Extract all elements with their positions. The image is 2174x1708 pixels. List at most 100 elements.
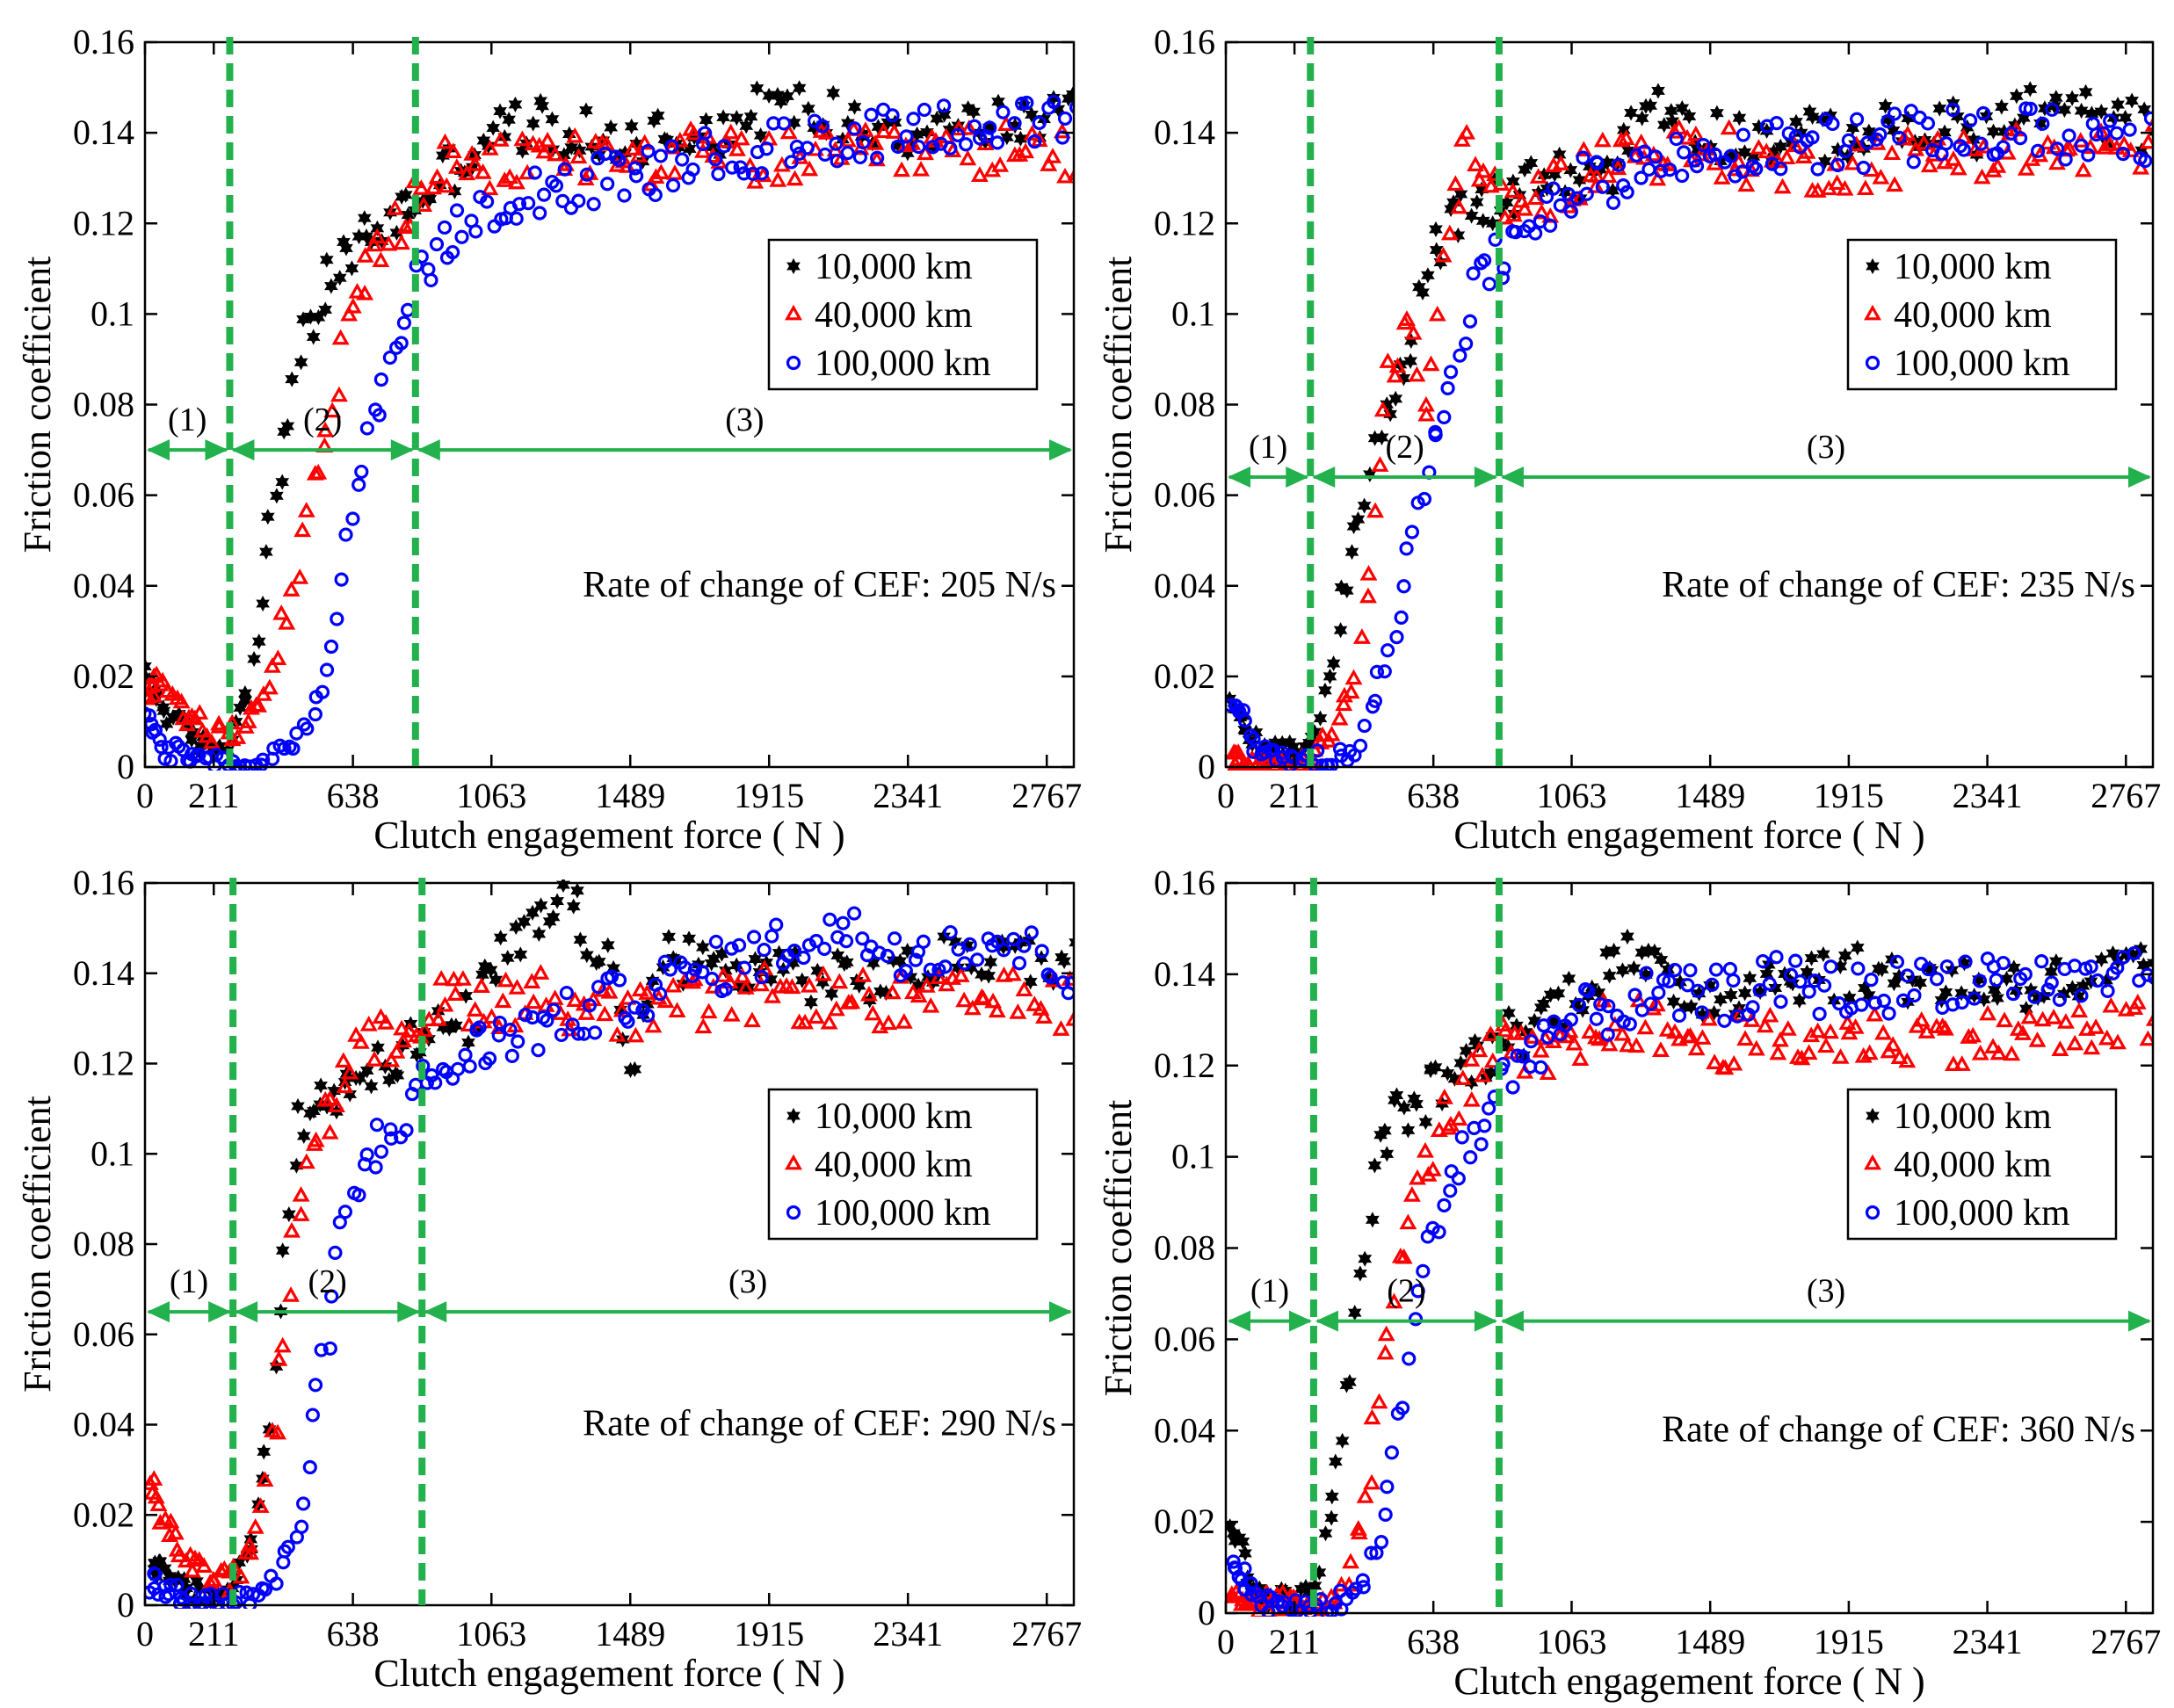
data-point xyxy=(631,981,649,997)
legend-box xyxy=(767,238,1039,391)
data-point xyxy=(1464,207,1479,224)
data-point xyxy=(874,122,893,139)
data-point xyxy=(1380,1146,1395,1162)
data-point xyxy=(566,127,584,143)
region-arrowhead xyxy=(1228,1310,1250,1332)
data-point xyxy=(269,649,287,665)
data-point xyxy=(1343,1373,1357,1390)
data-point xyxy=(2148,971,2153,985)
data-point xyxy=(1429,242,1444,258)
data-point xyxy=(1374,429,1389,445)
data-point xyxy=(666,164,684,180)
data-point xyxy=(429,1010,447,1026)
data-point xyxy=(1526,189,1545,206)
data-point xyxy=(1842,989,1857,1006)
data-point xyxy=(923,962,938,977)
data-point xyxy=(830,973,849,989)
data-point xyxy=(1745,1000,1760,1015)
data-point xyxy=(1648,943,1662,959)
y-tick-label: 0.08 xyxy=(73,1224,134,1263)
data-point xyxy=(1458,124,1476,140)
data-point xyxy=(1044,148,1062,163)
data-point xyxy=(239,713,257,728)
data-point xyxy=(1895,993,1911,1008)
x-tick-label: 211 xyxy=(188,1614,240,1654)
data-point xyxy=(359,1147,374,1162)
data-point xyxy=(1015,981,1033,997)
data-point xyxy=(1357,497,1372,514)
data-point xyxy=(820,1013,838,1030)
data-point xyxy=(151,1514,170,1530)
data-point xyxy=(1601,998,1616,1014)
data-point xyxy=(2034,954,2049,969)
data-point xyxy=(830,154,844,169)
data-point xyxy=(517,914,532,930)
x-tick-label: 638 xyxy=(1407,776,1460,815)
data-point xyxy=(1675,100,1690,117)
data-point xyxy=(1708,962,1724,977)
y-tick-label: 0.14 xyxy=(73,112,134,152)
data-point xyxy=(1397,1099,1411,1116)
data-point xyxy=(491,131,510,147)
legend-marker xyxy=(786,355,801,371)
data-point xyxy=(1804,950,1819,966)
data-point xyxy=(1920,156,1938,173)
data-point xyxy=(1335,695,1353,712)
data-point xyxy=(975,989,992,1006)
data-point xyxy=(204,1571,222,1588)
data-point xyxy=(297,1153,315,1169)
scatter-points xyxy=(1226,928,2153,1617)
data-point xyxy=(1587,177,1605,193)
region-arrowhead xyxy=(2128,1310,2151,1332)
data-point xyxy=(2139,1030,2153,1046)
data-point xyxy=(721,123,740,140)
y-tick-label: 0.06 xyxy=(73,1314,134,1354)
data-point xyxy=(2110,960,2125,975)
data-point xyxy=(1508,224,1523,240)
data-point xyxy=(579,947,594,964)
x-tick-label: 1063 xyxy=(456,1614,526,1654)
x-tick-label: 2767 xyxy=(2091,776,2161,815)
data-point xyxy=(1769,1044,1787,1060)
data-point xyxy=(1237,713,1252,728)
y-tick-label: 0.02 xyxy=(1154,1502,1215,1541)
data-point xyxy=(2012,131,2028,146)
legend: 10,000 km 40,000 km 100,000 km xyxy=(767,238,1039,391)
data-point xyxy=(1696,138,1711,153)
data-point xyxy=(489,972,504,988)
data-point xyxy=(1825,116,1840,132)
data-point xyxy=(269,1423,286,1440)
data-point xyxy=(970,166,989,182)
data-point xyxy=(566,898,581,915)
data-point xyxy=(2078,83,2093,100)
data-point xyxy=(1017,938,1032,953)
data-point xyxy=(695,939,710,956)
data-point xyxy=(1576,150,1591,165)
data-point xyxy=(1737,985,1752,1002)
data-point xyxy=(1440,1065,1455,1082)
data-point xyxy=(481,179,499,196)
data-point xyxy=(1237,1561,1252,1576)
data-point xyxy=(1323,725,1341,742)
data-point xyxy=(2018,966,2033,981)
data-point xyxy=(1388,390,1403,407)
data-point xyxy=(521,196,536,211)
data-point xyxy=(1229,743,1248,759)
data-point xyxy=(2083,959,2098,974)
data-point xyxy=(1065,1010,1074,1026)
data-point xyxy=(1533,1060,1548,1075)
data-point xyxy=(972,131,988,146)
data-point xyxy=(1007,116,1022,131)
data-point xyxy=(1836,179,1854,196)
data-point xyxy=(2089,127,2104,142)
data-point xyxy=(1067,169,1074,181)
data-point xyxy=(1408,365,1426,382)
data-point xyxy=(294,1519,309,1534)
data-point xyxy=(1516,199,1533,216)
data-point xyxy=(777,116,792,131)
data-point xyxy=(668,1002,686,1018)
data-point xyxy=(1707,147,1722,162)
data-point xyxy=(917,102,931,118)
data-point xyxy=(1800,1044,1818,1060)
data-point xyxy=(705,972,720,987)
